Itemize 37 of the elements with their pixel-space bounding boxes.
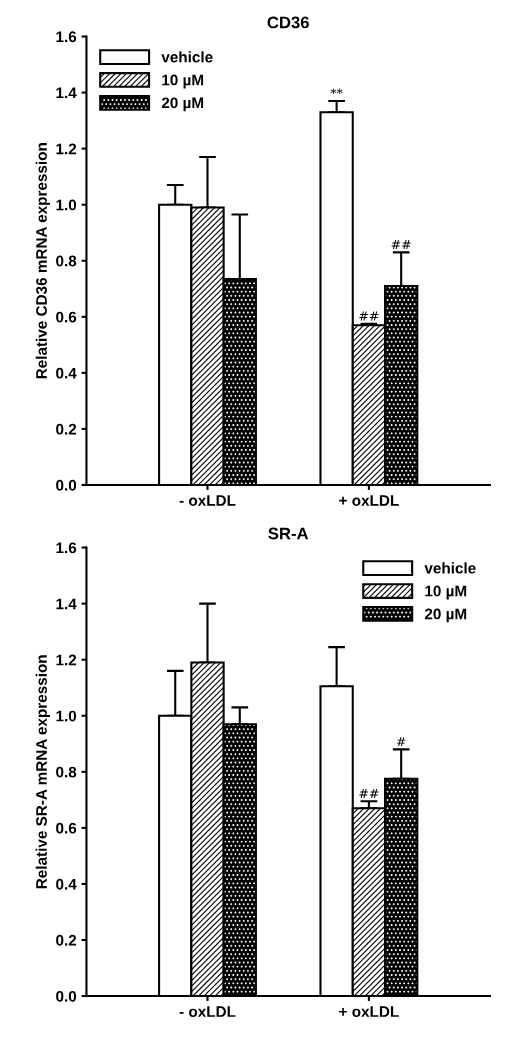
data-label: ##	[391, 240, 411, 250]
data-label: **	[330, 88, 343, 95]
y-tick-label: 1.0	[56, 199, 77, 211]
legend-label: vehicle	[161, 51, 213, 63]
y-tick-label: 0.2	[56, 934, 77, 946]
chart-title: CD36	[267, 16, 309, 29]
y-tick-label: 1.4	[56, 598, 77, 610]
y-tick-label: 0.4	[56, 878, 77, 890]
legend-label: 10 µM	[162, 74, 204, 89]
y-tick-label: 1.2	[56, 143, 77, 155]
x-tick-label: + oxLDL	[339, 495, 399, 506]
y-tick-label: 1.0	[56, 710, 77, 722]
y-tick-label: 1.2	[56, 654, 77, 666]
y-axis-title: Relative SR-A mRNA expression	[35, 655, 50, 889]
y-tick-label: 1.6	[56, 542, 77, 554]
y-tick-label: 1.4	[56, 87, 77, 99]
y-tick-label: 0.6	[56, 822, 77, 834]
y-tick-label: 0.4	[56, 367, 77, 379]
legend-label: 10 µM	[425, 585, 467, 600]
y-tick-label: 0.6	[56, 311, 77, 323]
y-tick-label: 1.6	[56, 31, 77, 43]
y-tick-label: 0.8	[56, 766, 77, 778]
legend-label: 20 µM	[161, 97, 204, 112]
data-label: ##	[359, 311, 379, 321]
y-tick-label: 0.0	[56, 990, 77, 1002]
data-label: ##	[359, 788, 379, 798]
data-label: #	[396, 737, 406, 747]
chart-title: SR-A	[268, 527, 309, 540]
y-tick-label: 0.8	[56, 255, 77, 267]
x-tick-label: + oxLDL	[339, 1006, 399, 1018]
y-tick-label: 0.2	[56, 423, 77, 435]
y-tick-label: 0.0	[56, 479, 77, 491]
x-tick-label: - oxLDL	[179, 1006, 236, 1018]
legend-label: 20 µM	[424, 608, 467, 623]
x-tick-label: - oxLDL	[179, 495, 236, 506]
legend-label: vehicle	[424, 562, 476, 574]
y-axis-title: Relative CD36 mRNA expression	[35, 143, 50, 379]
